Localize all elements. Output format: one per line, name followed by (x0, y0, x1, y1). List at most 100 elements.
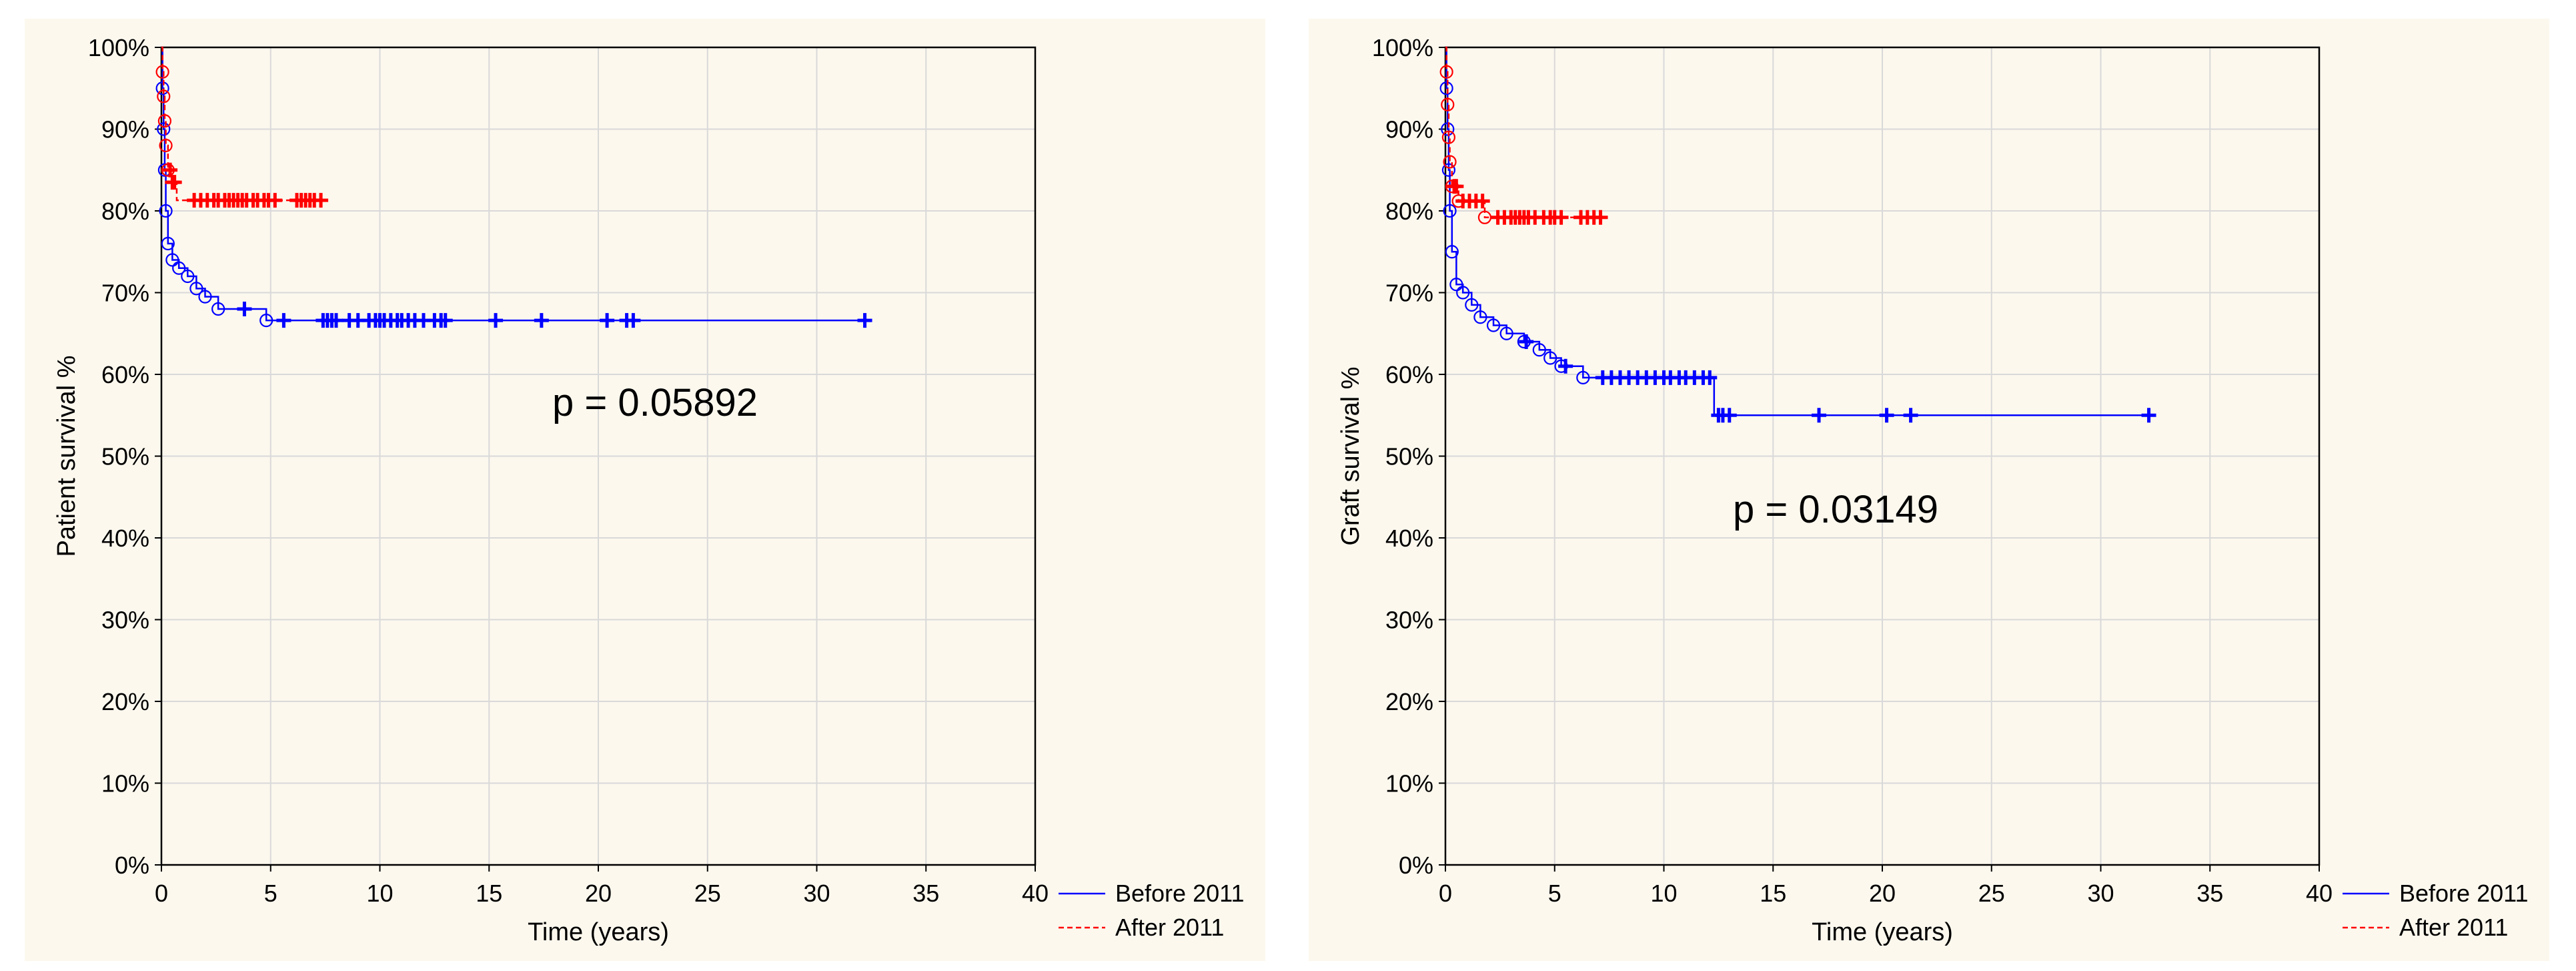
event-marker (1532, 343, 1546, 357)
event-marker (157, 89, 171, 103)
event-marker (1441, 130, 1456, 144)
y-tick-label: 30% (1385, 607, 1433, 634)
event-marker (157, 122, 171, 136)
y-tick-label: 70% (101, 280, 149, 307)
event-marker (198, 290, 212, 304)
event-marker (1443, 204, 1457, 218)
x-tick-label: 5 (1548, 880, 1561, 907)
x-axis-label: Time (years) (528, 918, 669, 946)
censored-marker (438, 313, 453, 328)
series-before-2011 (155, 46, 872, 328)
event-marker (1465, 298, 1479, 312)
event-marker (211, 302, 225, 316)
x-tick-label: 15 (476, 880, 502, 907)
y-tick-label: 100% (88, 34, 149, 61)
event-marker (1449, 278, 1463, 292)
event-marker (165, 253, 179, 267)
y-tick-label: 20% (101, 688, 149, 715)
y-tick-label: 10% (1385, 770, 1433, 797)
censored-marker (534, 313, 549, 328)
x-tick-label: 35 (912, 880, 939, 907)
event-marker (1445, 245, 1459, 259)
censored-marker (2141, 408, 2156, 423)
survival-step-line (1445, 46, 1603, 219)
censored-marker (237, 302, 252, 316)
grid (1445, 47, 2320, 866)
y-tick-label: 40% (1385, 525, 1433, 552)
censored-marker (1593, 210, 1608, 225)
x-tick-label: 40 (1022, 880, 1049, 907)
survival-step-line (1445, 46, 2149, 416)
censored-marker (329, 313, 344, 328)
event-marker (1441, 97, 1455, 111)
y-tick-label: 80% (1385, 198, 1433, 225)
event-marker (1441, 163, 1456, 177)
event-marker (159, 138, 173, 153)
y-tick-label: 50% (1385, 443, 1433, 470)
event-marker (157, 114, 172, 128)
event-marker (1456, 286, 1470, 300)
x-tick-label: 15 (1760, 880, 1786, 907)
y-tick-label: 70% (1385, 280, 1433, 307)
x-tick-label: 30 (803, 880, 830, 907)
series-before-2011 (1439, 46, 2156, 423)
legend-label-after-2011: After 2011 (1115, 914, 1224, 941)
legend: Before 2011 After 2011 (1059, 880, 1244, 941)
chart-panel-graft-survival: 0 5 10 15 20 25 30 35 40 0% 10% 20% 30% 40% 50% 60% 70% 8… (1309, 19, 2549, 961)
p-value-annotation: p = 0.05892 (552, 381, 758, 424)
censored-marker (267, 193, 283, 208)
legend: Before 2011 After 2011 (2343, 880, 2528, 941)
event-marker (1473, 310, 1487, 324)
x-tick-label: 40 (2306, 880, 2333, 907)
censored-marker (1519, 334, 1534, 349)
censored-marker (488, 313, 504, 328)
p-value-annotation: p = 0.03149 (1733, 488, 1938, 531)
y-tick-label: 0% (1399, 852, 1433, 879)
censored-marker (1722, 408, 1737, 423)
y-tick-label: 50% (101, 443, 149, 470)
y-axis-label: Graft survival % (1337, 366, 1365, 545)
censored-marker (1449, 179, 1464, 194)
censored-marker (1475, 194, 1490, 209)
event-marker (155, 81, 169, 95)
grid (161, 47, 1036, 866)
event-marker (161, 236, 175, 251)
event-marker (1443, 155, 1457, 169)
x-tick-label: 20 (1869, 880, 1896, 907)
x-axis-label: Time (years) (1812, 918, 1953, 946)
event-marker (1486, 318, 1501, 332)
event-marker (1441, 122, 1455, 136)
censored-marker (163, 162, 178, 178)
chart-graft-survival: 0 5 10 15 20 25 30 35 40 0% 10% 20% 30% 40% 50% 60% 70% 8… (1337, 34, 2528, 946)
event-marker (1439, 65, 1453, 79)
event-marker (1499, 326, 1513, 340)
censored-marker (1702, 370, 1718, 385)
y-tick-label: 30% (101, 607, 149, 634)
chart-patient-survival: 0 5 10 15 20 25 30 35 40 0% 10% 20% 30% 40% 50% 60% 70% 8… (53, 34, 1244, 946)
series-after-2011 (155, 46, 329, 208)
y-tick-label: 20% (1385, 688, 1433, 715)
x-tick-label: 20 (585, 880, 612, 907)
x-tick-label: 0 (155, 880, 168, 907)
y-tick-label: 60% (101, 361, 149, 388)
x-tick-label: 5 (264, 880, 277, 907)
event-marker (1439, 81, 1453, 95)
y-tick-label: 80% (101, 198, 149, 225)
censored-marker (313, 193, 329, 208)
censored-marker (1553, 210, 1569, 225)
event-marker (189, 282, 203, 296)
x-tick-label: 25 (1978, 880, 2005, 907)
series-after-2011 (1439, 46, 1608, 225)
x-tick-label: 35 (2196, 880, 2223, 907)
censored-marker (276, 313, 291, 328)
censored-marker (1879, 408, 1894, 423)
y-tick-label: 90% (1385, 116, 1433, 143)
censored-marker (1903, 408, 1918, 423)
legend-label-before-2011: Before 2011 (1115, 880, 1244, 907)
event-marker (181, 269, 195, 284)
x-tick-label: 10 (1650, 880, 1677, 907)
legend-label-before-2011: Before 2011 (2399, 880, 2528, 907)
event-marker (172, 261, 186, 275)
censored-marker (1558, 358, 1573, 374)
chart-panel-patient-survival: 0 5 10 15 20 25 30 35 40 0% 10% 20% 30% 40% 50% 60% 70% 8… (25, 19, 1265, 961)
